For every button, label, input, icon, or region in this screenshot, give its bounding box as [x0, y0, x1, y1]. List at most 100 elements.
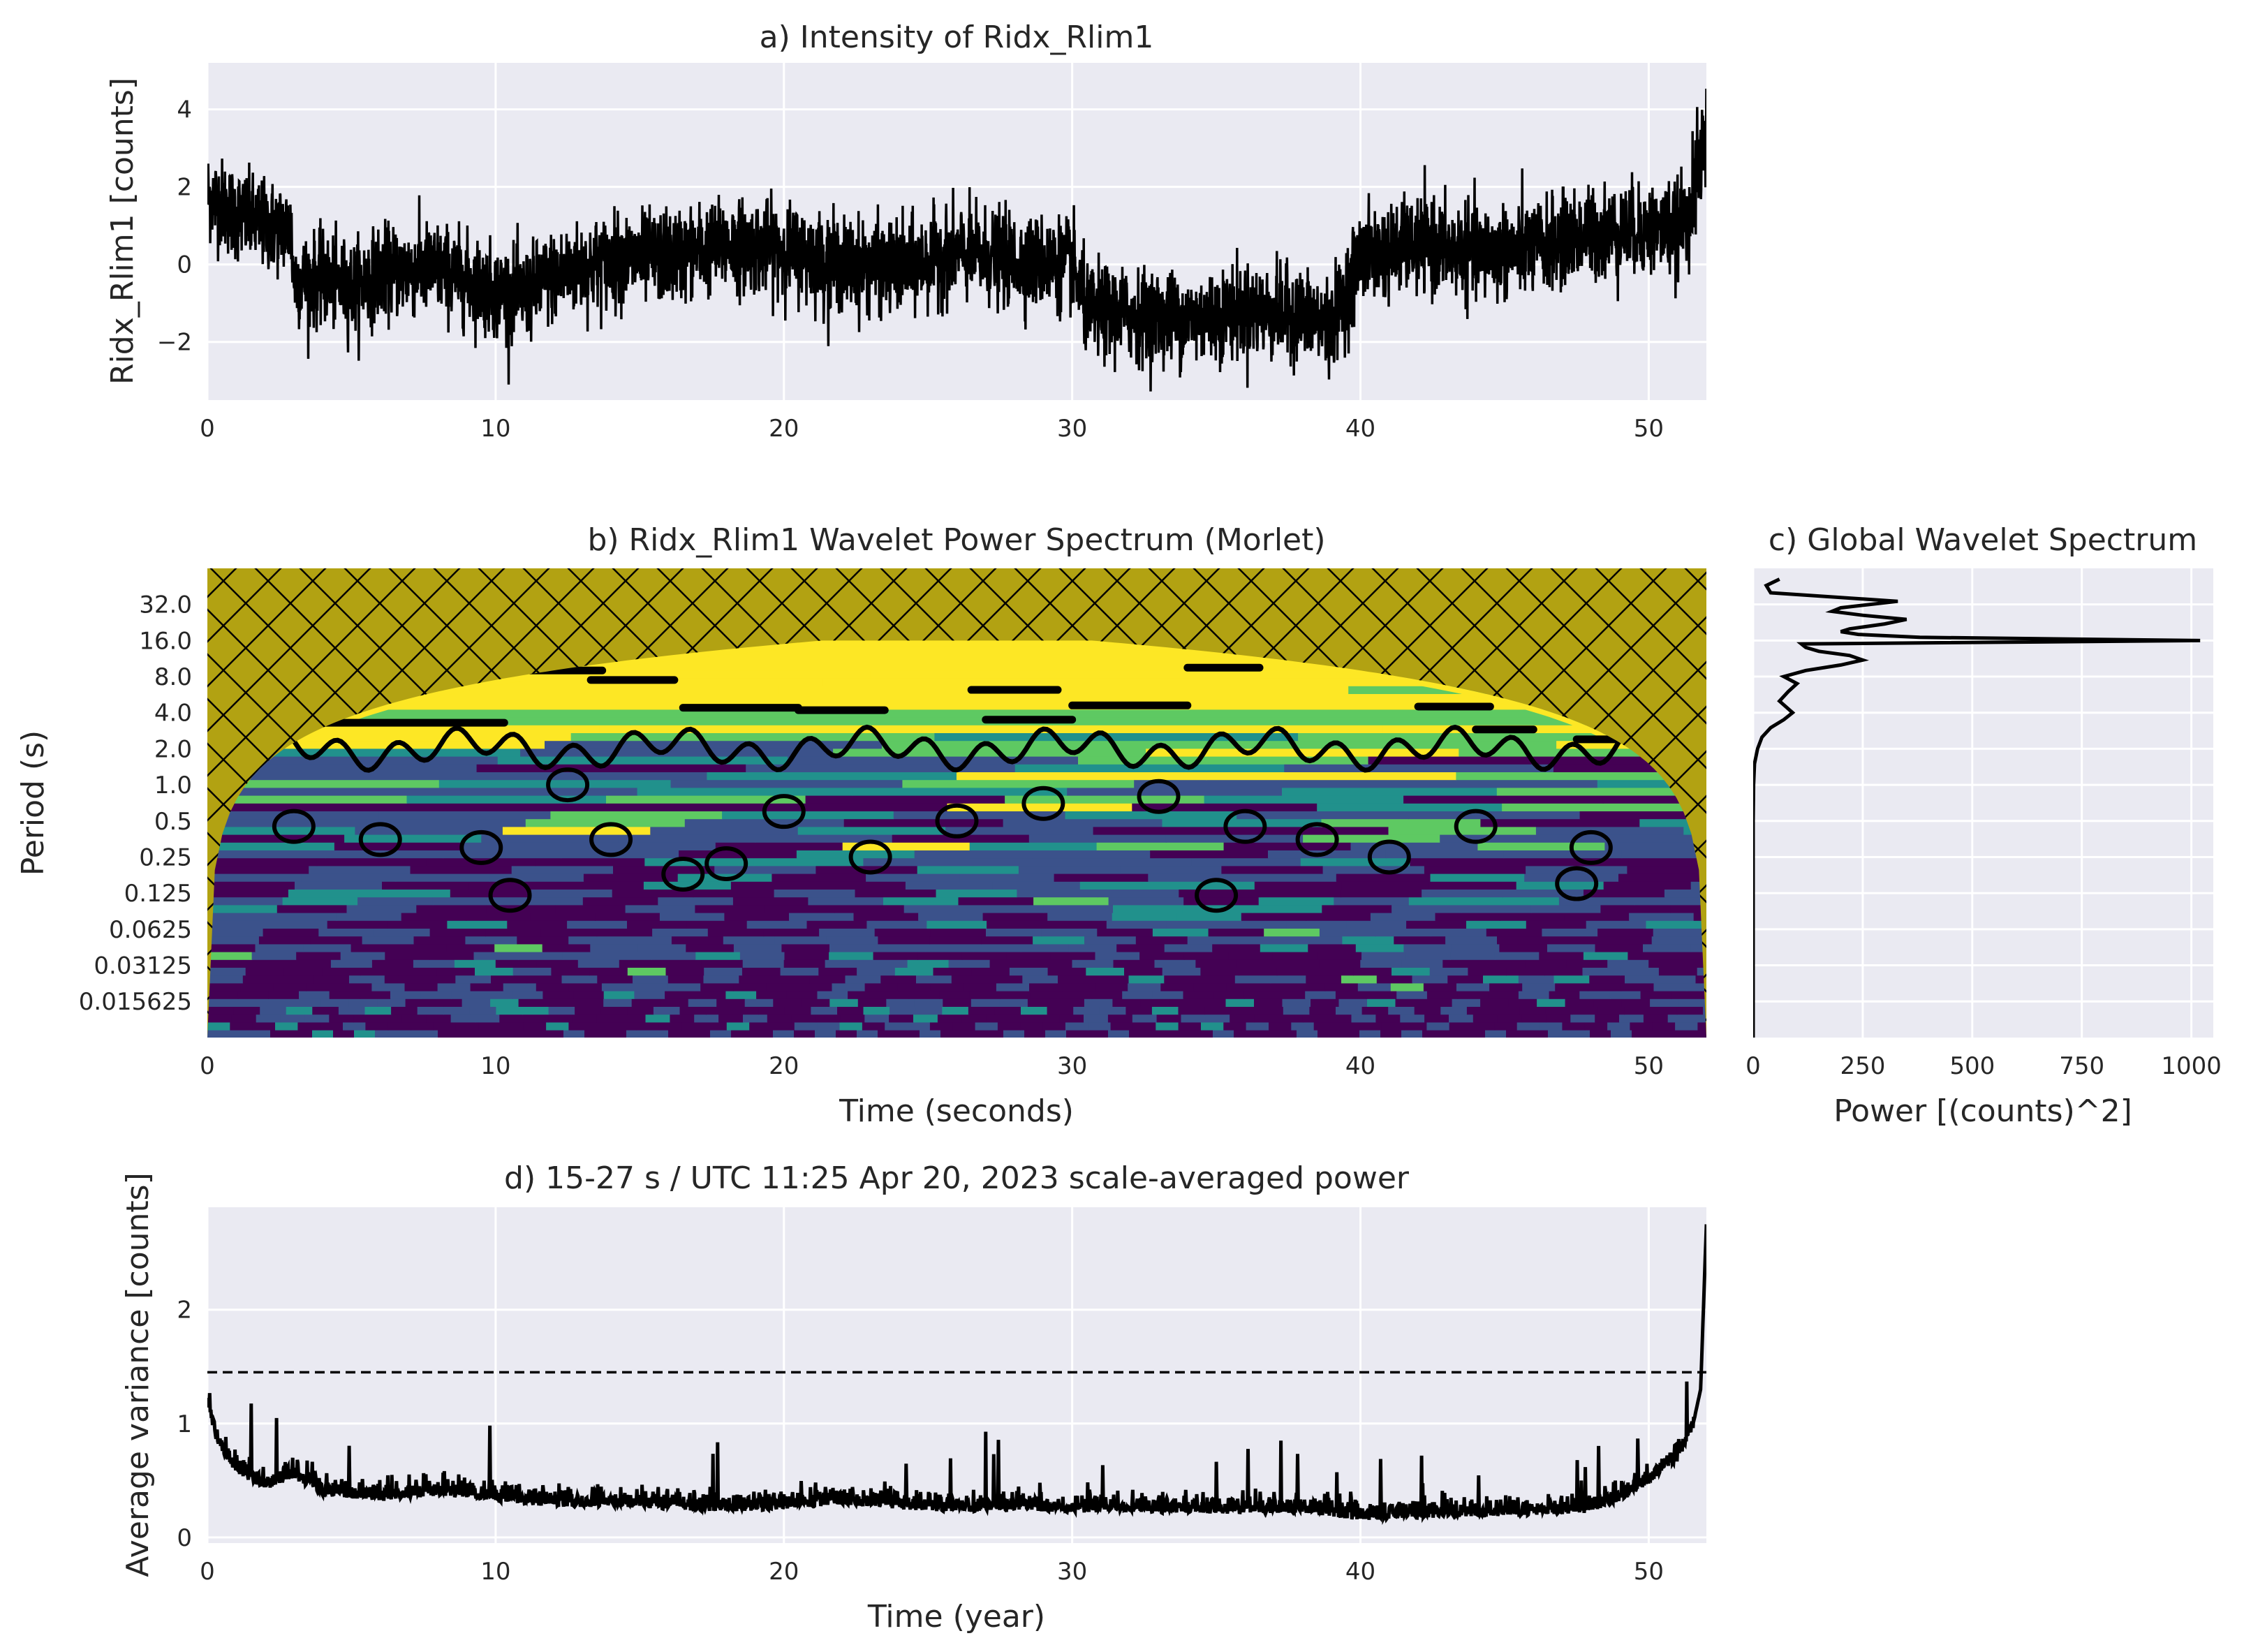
panel-b-coi-hatching — [207, 568, 1706, 1038]
panel-b-heat-cell — [1027, 998, 1057, 1007]
panel-b-heat-cell — [1566, 959, 1608, 968]
panel-b-heat-cell — [1068, 943, 1117, 952]
panel-b-heat-cell — [1183, 990, 1214, 999]
panel-b-heat-cell — [577, 803, 763, 811]
panel-b-heat-cell — [1152, 990, 1184, 999]
panel-b-heat-cell — [465, 936, 518, 945]
panel-b-heat-cell — [1033, 897, 1109, 906]
panel-b-heat-cell — [625, 904, 696, 913]
panel-b-significance-blob — [1555, 866, 1599, 901]
panel-b-heat-cell — [572, 1014, 598, 1023]
panel-b-heat-cell — [1221, 865, 1324, 874]
panel-b-heat-cell — [562, 951, 607, 960]
panel-b-heat-cell — [237, 990, 270, 999]
panel-b-heat-cell — [399, 943, 448, 952]
panel-b-heat-cell — [829, 943, 878, 952]
panel-b-heat-cell — [1156, 1014, 1182, 1023]
panel-b-heat-cell — [1078, 755, 1369, 765]
panel-b-heat-cell — [758, 1006, 785, 1015]
panel-b-heat-cell — [436, 967, 475, 976]
panel-b-heat-cell — [1447, 975, 1484, 984]
panel-b-heat-cell — [1457, 990, 1489, 999]
panel-b-heat-cell — [1162, 818, 1322, 827]
panel-b-heat-cell — [1225, 998, 1255, 1007]
panel-b-heat-cell — [746, 920, 808, 929]
panel-b-heat-cell — [1151, 1006, 1179, 1015]
panel-b-heat-cell — [1205, 1014, 1231, 1023]
panel-b-heat-cell — [1239, 967, 1278, 976]
panel-b-heat-cell — [636, 1022, 660, 1031]
panel-a-xtick-label: 40 — [1345, 415, 1375, 443]
panel-b-heat-cell — [252, 1022, 276, 1031]
panel-b-heat-cell — [1375, 1014, 1401, 1023]
panel-b-heat-cell — [1297, 1029, 1318, 1038]
panel-b-heat-cell — [273, 982, 307, 991]
panel-b-heat-cell — [1597, 928, 1654, 937]
panel-b-heat-cell — [1539, 951, 1584, 960]
panel-b-heat-cell — [1086, 967, 1125, 976]
panel-b-heat-cell — [207, 779, 440, 788]
panel-b-heat-cell — [753, 857, 864, 866]
panel-b-heat-cell — [1488, 990, 1519, 999]
panel-b-heat-cell — [987, 920, 1047, 929]
panel-b-heat-cell — [288, 889, 370, 898]
panel-b-heat-cell — [1292, 982, 1326, 991]
panel-b-heat-cell — [1483, 975, 1519, 984]
panel-b-heat-cell — [1243, 990, 1276, 999]
panel-b-heat-cell — [704, 1022, 728, 1031]
panel-b-heat-cell — [344, 834, 482, 843]
panel-b-heat-cell — [207, 1029, 229, 1038]
panel-b-heat-cell — [866, 920, 928, 929]
panel-b-heat-cell — [651, 951, 697, 960]
panel-b-heat-cell — [834, 904, 905, 913]
panel-b-heat-cell — [959, 873, 1055, 882]
panel-b-heat-cell — [1618, 873, 1706, 882]
panel-b-heat-cell — [570, 732, 936, 742]
panel-b-heat-cell — [916, 975, 952, 984]
panel-b-heat-cell — [733, 943, 783, 952]
panel-b-heat-cell — [992, 881, 1081, 890]
panel-b-heat-cell — [296, 951, 341, 960]
panel-b-heat-cell — [765, 904, 835, 913]
panel-b-heat-cell — [1440, 1006, 1468, 1015]
panel-b-heat-cell — [260, 1006, 287, 1015]
panel-b-heat-cell — [1648, 959, 1690, 968]
panel-b-heat-cell — [575, 1006, 602, 1015]
panel-b-heat-cell — [1276, 1029, 1297, 1038]
panel-b-heat-cell — [1686, 982, 1706, 991]
panel-b-heat-cell — [605, 1029, 627, 1038]
panel-b-significance-blob — [935, 803, 979, 839]
panel-b-heat-cell — [207, 826, 356, 835]
panel-d-ytick-label: 2 — [177, 1297, 192, 1325]
panel-c-xtick-label: 0 — [1745, 1052, 1761, 1080]
panel-b-heat-cell — [930, 982, 964, 991]
panel-b-heat-cell — [1150, 850, 1269, 859]
panel-b-heat-cell — [1565, 998, 1594, 1007]
panel-b-heat-cell — [1274, 990, 1306, 999]
panel-b-heat-cell — [877, 943, 926, 952]
panel-b-heat-cell — [1555, 982, 1589, 991]
panel-b-heat-cell — [338, 1006, 366, 1015]
panel-b-ytick-label: 0.015625 — [79, 988, 192, 1016]
panel-b-significance-blob — [1195, 878, 1239, 913]
panel-b-xticks: 0 10 20 30 40 50 — [200, 1052, 1664, 1080]
panel-d-ytick-label: 0 — [177, 1524, 192, 1552]
panel-b-heat-cell — [526, 975, 563, 984]
panel-b-heat-cell — [885, 1022, 908, 1031]
panel-b-heat-cell — [1042, 1022, 1066, 1031]
panel-b-heat-cell — [1110, 1022, 1134, 1031]
panel-b-xtick-label: 0 — [200, 1052, 215, 1080]
panel-b-heat-cell — [1376, 975, 1413, 984]
panel-b-heat-cell — [1493, 1006, 1520, 1015]
panel-b-heat-cell — [1342, 936, 1395, 945]
panel-b-heat-cell — [766, 982, 800, 991]
panel-b-heat-cell — [796, 850, 915, 859]
panel-b-heat-cell — [694, 1014, 719, 1023]
panel-b-heat-cell — [264, 998, 293, 1007]
panel-b-heat-cell — [301, 873, 397, 882]
panel-b-heat-cell — [1341, 975, 1378, 984]
panel-b-heat-cell — [1449, 1014, 1474, 1023]
panel-b-heat-cell — [601, 982, 635, 991]
panel-b-heat-cell — [763, 928, 820, 937]
panel-b-heat-cell — [1171, 1029, 1193, 1038]
